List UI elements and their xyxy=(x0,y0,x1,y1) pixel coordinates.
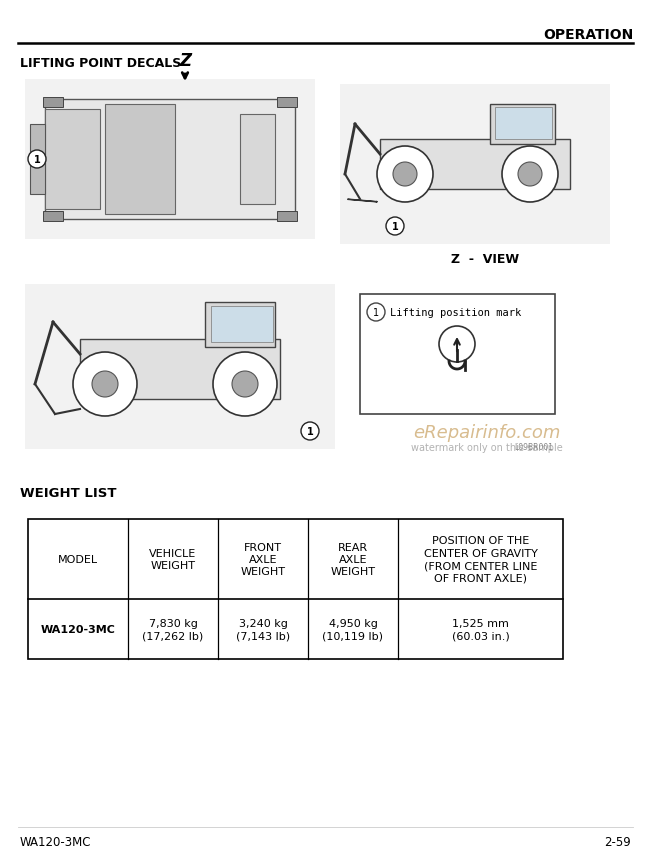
Text: 1: 1 xyxy=(307,426,313,437)
Text: VEHICLE
WEIGHT: VEHICLE WEIGHT xyxy=(149,548,197,571)
Bar xyxy=(277,98,297,108)
Text: 1: 1 xyxy=(373,307,379,318)
Circle shape xyxy=(377,147,433,202)
Text: MODEL: MODEL xyxy=(58,554,98,564)
Bar xyxy=(25,80,315,239)
Bar xyxy=(340,85,610,245)
Bar xyxy=(380,139,570,189)
Text: LIFTING POINT DECALS: LIFTING POINT DECALS xyxy=(20,57,181,70)
Circle shape xyxy=(367,304,385,322)
Circle shape xyxy=(393,163,417,187)
Text: eRepairinfo.com: eRepairinfo.com xyxy=(413,424,561,442)
Bar xyxy=(240,115,275,205)
Bar xyxy=(495,108,552,139)
Bar xyxy=(205,303,275,348)
FancyArrowPatch shape xyxy=(348,200,377,203)
Circle shape xyxy=(232,372,258,398)
Text: 3,240 kg
(7,143 lb): 3,240 kg (7,143 lb) xyxy=(236,618,290,641)
Bar xyxy=(28,519,563,660)
Bar xyxy=(490,105,555,145)
Circle shape xyxy=(28,151,46,169)
Text: 4,950 kg
(10,119 lb): 4,950 kg (10,119 lb) xyxy=(322,618,383,641)
Bar xyxy=(277,212,297,222)
Text: watermark only on this sample: watermark only on this sample xyxy=(411,443,563,453)
Bar xyxy=(211,307,273,343)
Bar xyxy=(43,98,63,108)
Bar xyxy=(360,294,555,414)
Text: 7,830 kg
(17,262 lb): 7,830 kg (17,262 lb) xyxy=(143,618,204,641)
Bar xyxy=(30,125,45,195)
Text: 1,525 mm
(60.03 in.): 1,525 mm (60.03 in.) xyxy=(452,618,509,641)
Bar xyxy=(105,105,175,214)
Text: Lifting position mark: Lifting position mark xyxy=(390,307,521,318)
Circle shape xyxy=(301,423,319,441)
Text: Z  -  VIEW: Z - VIEW xyxy=(451,253,519,266)
Circle shape xyxy=(439,326,475,362)
Text: WEIGHT LIST: WEIGHT LIST xyxy=(20,486,117,499)
Text: REAR
AXLE
WEIGHT: REAR AXLE WEIGHT xyxy=(331,542,376,577)
Bar xyxy=(43,212,63,222)
Bar xyxy=(45,100,295,220)
Bar xyxy=(45,110,100,210)
Text: FRONT
AXLE
WEIGHT: FRONT AXLE WEIGHT xyxy=(240,542,286,577)
Text: 1: 1 xyxy=(392,222,398,232)
Text: WA120-3MC: WA120-3MC xyxy=(40,624,115,635)
Text: Z: Z xyxy=(179,52,191,70)
Text: 1: 1 xyxy=(34,155,40,164)
Circle shape xyxy=(92,372,118,398)
Bar xyxy=(25,285,335,449)
Text: WA120-3MC: WA120-3MC xyxy=(20,835,92,848)
Text: L09BR001: L09BR001 xyxy=(514,443,553,452)
Circle shape xyxy=(518,163,542,187)
Circle shape xyxy=(73,353,137,417)
Bar xyxy=(80,339,280,400)
Circle shape xyxy=(213,353,277,417)
Text: OPERATION: OPERATION xyxy=(543,28,633,42)
Text: 2-59: 2-59 xyxy=(604,835,631,848)
Text: POSITION OF THE
CENTER OF GRAVITY
(FROM CENTER LINE
OF FRONT AXLE): POSITION OF THE CENTER OF GRAVITY (FROM … xyxy=(424,536,538,583)
Circle shape xyxy=(386,218,404,236)
Circle shape xyxy=(502,147,558,202)
